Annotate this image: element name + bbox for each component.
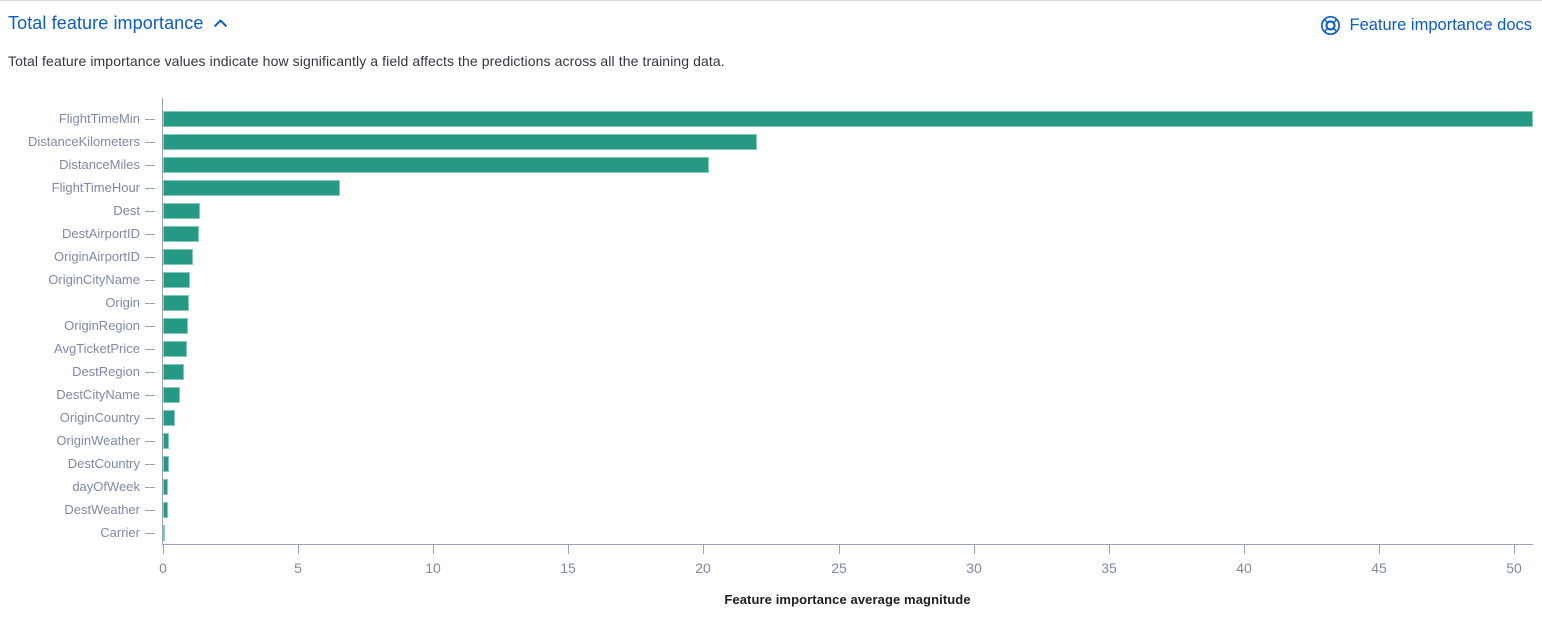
y-axis-category-label: DestCityName [56, 386, 140, 402]
y-axis-tick [145, 234, 155, 235]
x-axis-tick-label: 30 [966, 560, 982, 576]
total-feature-importance-chart: Feature importance average magnitude Fli… [0, 98, 1542, 619]
x-axis-tick-label: 20 [695, 560, 711, 576]
y-axis-category-label: dayOfWeek [72, 478, 140, 494]
y-axis-category-label: AvgTicketPrice [54, 340, 140, 356]
x-axis-tick-label: 50 [1506, 560, 1522, 576]
panel-title: Total feature importance [8, 13, 204, 33]
feature-importance-bar[interactable] [163, 110, 1533, 127]
x-axis-tick-label: 5 [294, 560, 302, 576]
y-axis-category-label: FlightTimeHour [51, 179, 140, 195]
y-axis-tick [145, 142, 155, 143]
feature-importance-bar[interactable] [163, 202, 201, 219]
feature-importance-bar[interactable] [163, 386, 181, 403]
y-axis-category-label: DestCountry [67, 455, 140, 471]
y-axis-category-label: DestAirportID [61, 225, 140, 241]
feature-importance-bar[interactable] [163, 179, 340, 196]
x-axis-tick-label: 0 [159, 560, 167, 576]
feature-importance-bar[interactable] [163, 524, 166, 541]
docs-link-label: Feature importance docs [1349, 16, 1532, 34]
y-axis-category-label: Origin [105, 294, 140, 310]
y-axis-category-label: DistanceMiles [59, 156, 140, 172]
x-axis-tick-label: 25 [831, 560, 847, 576]
y-axis-category-label: OriginCityName [48, 271, 140, 287]
y-axis-tick [145, 464, 155, 465]
y-axis-category-label: FlightTimeMin [58, 110, 140, 126]
x-axis-tick [1514, 545, 1515, 554]
feature-importance-bar[interactable] [163, 340, 187, 357]
y-axis-tick [145, 119, 155, 120]
y-axis-category-label: Carrier [100, 524, 140, 540]
x-axis-tick [703, 545, 704, 554]
feature-importance-bar[interactable] [163, 478, 169, 495]
y-axis-category-label: DestRegion [72, 363, 140, 379]
x-axis-line [162, 544, 1533, 545]
y-axis-category-label: OriginAirportID [54, 248, 140, 264]
x-axis-title: Feature importance average magnitude [724, 592, 971, 607]
feature-importance-bar[interactable] [163, 501, 168, 518]
x-axis-tick-label: 40 [1236, 560, 1252, 576]
feature-importance-bar[interactable] [163, 248, 193, 265]
feature-importance-bar[interactable] [163, 432, 169, 449]
feature-importance-bar[interactable] [163, 271, 191, 288]
help-lifebuoy-icon [1320, 15, 1341, 36]
x-axis-tick [163, 545, 164, 554]
y-axis-tick [145, 326, 155, 327]
y-axis-tick [145, 418, 155, 419]
feature-importance-bar[interactable] [163, 409, 175, 426]
feature-importance-bar[interactable] [163, 317, 188, 334]
y-axis-tick [145, 165, 155, 166]
y-axis-category-label: Dest [113, 202, 140, 218]
x-axis-tick-label: 45 [1371, 560, 1387, 576]
y-axis-category-label: OriginWeather [56, 432, 140, 448]
y-axis-tick [145, 510, 155, 511]
y-axis-tick [145, 303, 155, 304]
y-axis-tick [145, 395, 155, 396]
y-axis-category-label: OriginRegion [64, 317, 140, 333]
x-axis-tick [839, 545, 840, 554]
panel-header: Total feature importance Feature importa… [8, 13, 1532, 36]
y-axis-category-label: OriginCountry [59, 409, 140, 425]
x-axis-tick-label: 15 [560, 560, 576, 576]
y-axis-tick [145, 372, 155, 373]
x-axis-tick-label: 35 [1101, 560, 1117, 576]
y-axis-tick [145, 487, 155, 488]
feature-importance-bar[interactable] [163, 156, 709, 173]
y-axis-tick [145, 441, 155, 442]
x-axis-tick [298, 545, 299, 554]
x-axis-tick [433, 545, 434, 554]
x-axis-tick [1109, 545, 1110, 554]
feature-importance-bar[interactable] [163, 133, 758, 150]
x-axis-tick [1244, 545, 1245, 554]
total-feature-importance-accordion-toggle[interactable]: Total feature importance [8, 13, 229, 34]
chevron-up-icon [212, 15, 229, 32]
feature-importance-bar[interactable] [163, 294, 189, 311]
y-axis-category-label: DistanceKilometers [28, 133, 140, 149]
feature-importance-docs-link[interactable]: Feature importance docs [1320, 15, 1532, 36]
y-axis-tick [145, 280, 155, 281]
y-axis-tick [145, 533, 155, 534]
y-axis-tick [145, 349, 155, 350]
y-axis-line [162, 98, 163, 544]
y-axis-tick [145, 257, 155, 258]
x-axis-tick [1379, 545, 1380, 554]
feature-importance-bar[interactable] [163, 225, 199, 242]
feature-importance-bar[interactable] [163, 363, 184, 380]
x-axis-tick [568, 545, 569, 554]
feature-importance-bar[interactable] [163, 455, 169, 472]
x-axis-tick [974, 545, 975, 554]
y-axis-tick [145, 211, 155, 212]
x-axis-tick-label: 10 [425, 560, 441, 576]
y-axis-category-label: DestWeather [64, 501, 140, 517]
y-axis-tick [145, 188, 155, 189]
panel-description: Total feature importance values indicate… [8, 53, 725, 69]
